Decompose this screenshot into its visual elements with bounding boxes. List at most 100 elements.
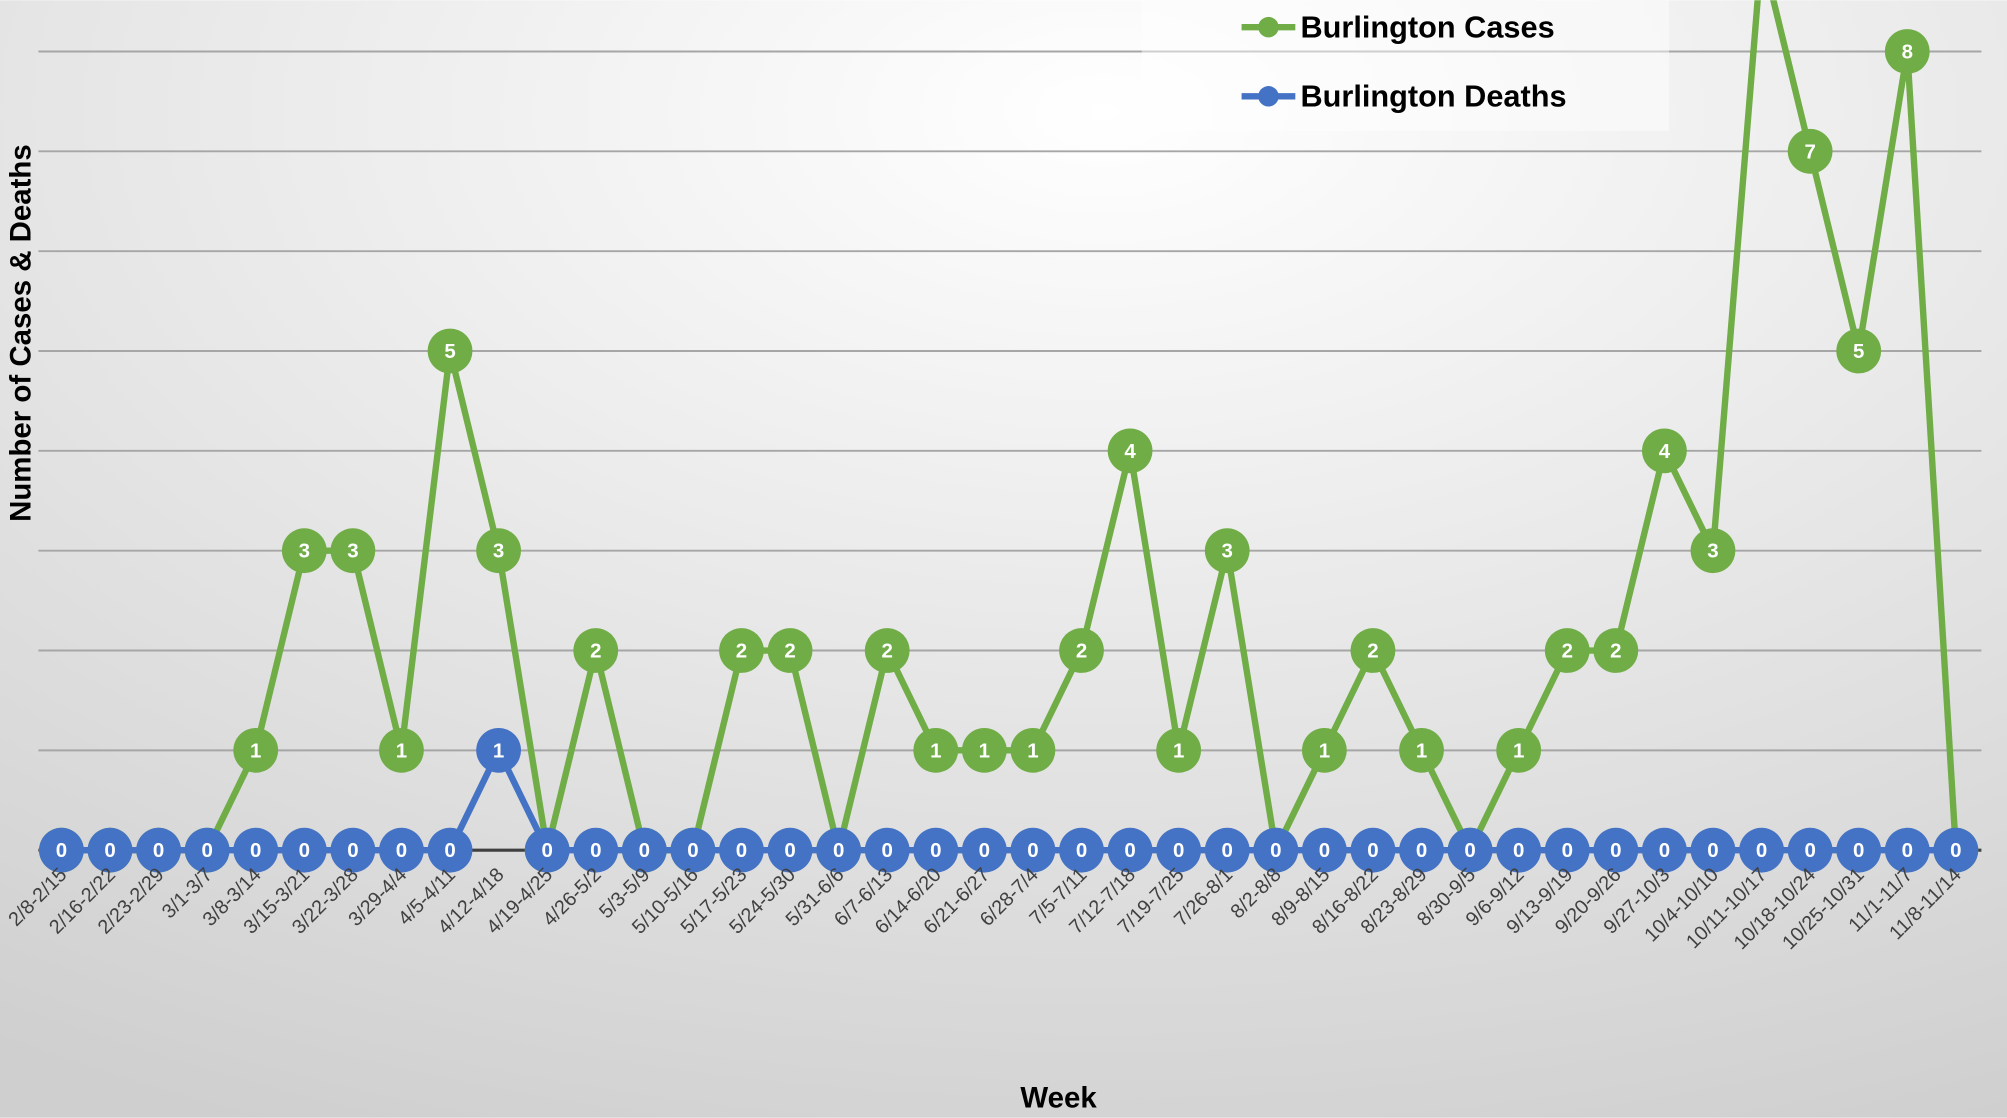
- data-label: 1: [396, 739, 407, 762]
- data-point: [1107, 428, 1153, 474]
- data-label: 0: [444, 839, 455, 862]
- legend-label: Burlington Deaths: [1300, 79, 1566, 114]
- data-point: [1059, 628, 1104, 673]
- data-label: 0: [1222, 839, 1233, 862]
- data-label: 0: [1610, 839, 1621, 862]
- data-point: [476, 528, 522, 574]
- data-point: [1593, 827, 1639, 873]
- data-point: [1301, 727, 1347, 773]
- data-label: 1: [1173, 739, 1184, 762]
- data-point: [1787, 827, 1833, 873]
- plot-area: 0000133153020022021112413012101224397580…: [39, 0, 1979, 873]
- data-point: [767, 827, 813, 873]
- data-label: 0: [784, 839, 795, 862]
- data-label: 2: [1562, 640, 1573, 663]
- data-label: 1: [1027, 739, 1038, 762]
- data-point: [864, 628, 910, 673]
- data-label: 0: [1027, 839, 1038, 862]
- data-label: 2: [882, 640, 893, 663]
- data-label: 0: [639, 839, 650, 862]
- data-point: [330, 827, 376, 873]
- series-line: [61, 747, 1956, 854]
- data-point: [1593, 628, 1639, 673]
- data-point: [1787, 128, 1833, 174]
- data-label: 3: [299, 540, 310, 563]
- data-point: [1884, 29, 1930, 74]
- data-point: [961, 827, 1007, 873]
- x-axis-title: Week: [1020, 1081, 1097, 1114]
- data-point: [670, 827, 716, 873]
- data-label: 0: [1562, 839, 1573, 862]
- data-label: 0: [396, 839, 407, 862]
- data-point: [1836, 328, 1882, 374]
- data-label: 0: [1513, 839, 1524, 862]
- data-point: [1399, 727, 1444, 773]
- data-label: 0: [930, 839, 941, 862]
- data-label: 1: [1513, 739, 1524, 762]
- data-point: [1301, 827, 1347, 873]
- data-point: [1156, 827, 1202, 873]
- data-label: 0: [590, 839, 601, 862]
- data-point: [913, 727, 959, 773]
- data-label: 3: [347, 540, 358, 563]
- data-label: 0: [1270, 839, 1281, 862]
- data-label: 1: [493, 739, 504, 762]
- data-point: [1496, 827, 1542, 873]
- data-label: 1: [1319, 739, 1330, 762]
- data-label: 0: [1853, 839, 1864, 862]
- data-point: [1350, 827, 1396, 873]
- data-point: [427, 328, 473, 374]
- data-point: [1350, 628, 1396, 673]
- data-point: [476, 727, 522, 773]
- data-label: 0: [1756, 839, 1767, 862]
- data-label: 0: [1416, 839, 1427, 862]
- data-point: [1253, 827, 1299, 873]
- data-point: [1010, 827, 1056, 873]
- data-point: [39, 827, 84, 873]
- data-label: 1: [930, 739, 941, 762]
- data-label: 8: [1902, 41, 1913, 64]
- data-label: 4: [1659, 440, 1671, 463]
- data-point: [573, 827, 619, 873]
- legend: Burlington Cases Burlington Deaths: [1141, 0, 1670, 131]
- data-point: [573, 628, 619, 673]
- data-point: [1884, 827, 1930, 873]
- data-label: 0: [1367, 839, 1378, 862]
- data-label: 0: [1319, 839, 1330, 862]
- data-point: [1204, 528, 1250, 574]
- data-label: 0: [1950, 839, 1961, 862]
- data-label: 1: [1416, 739, 1427, 762]
- data-label: 0: [979, 839, 990, 862]
- data-point: [719, 628, 764, 673]
- data-point: [961, 727, 1007, 773]
- data-label: 0: [347, 839, 358, 862]
- data-point: [621, 827, 667, 873]
- data-point: [281, 528, 327, 574]
- data-label: 2: [784, 640, 795, 663]
- data-label: 3: [1222, 540, 1233, 563]
- y-axis-title: Number of Cases & Deaths: [5, 144, 38, 522]
- data-label: 0: [687, 839, 698, 862]
- data-label: 7: [1804, 140, 1815, 163]
- data-label: 0: [1659, 839, 1670, 862]
- data-point: [1690, 827, 1736, 873]
- data-label: 1: [250, 739, 261, 762]
- data-label: 2: [590, 640, 601, 663]
- data-point: [1544, 628, 1590, 673]
- data-point: [136, 827, 181, 873]
- data-label: 0: [153, 839, 164, 862]
- data-label: 0: [1902, 839, 1913, 862]
- data-point: [1933, 827, 1979, 873]
- data-label: 0: [201, 839, 212, 862]
- data-point: [1059, 827, 1104, 873]
- data-point: [1496, 727, 1542, 773]
- data-label: 5: [444, 340, 455, 363]
- data-point: [816, 827, 862, 873]
- data-label: 0: [1707, 839, 1718, 862]
- data-label: 0: [1464, 839, 1475, 862]
- data-point: [1739, 827, 1784, 873]
- data-point: [1690, 528, 1736, 574]
- data-point: [864, 827, 910, 873]
- data-point: [427, 827, 473, 873]
